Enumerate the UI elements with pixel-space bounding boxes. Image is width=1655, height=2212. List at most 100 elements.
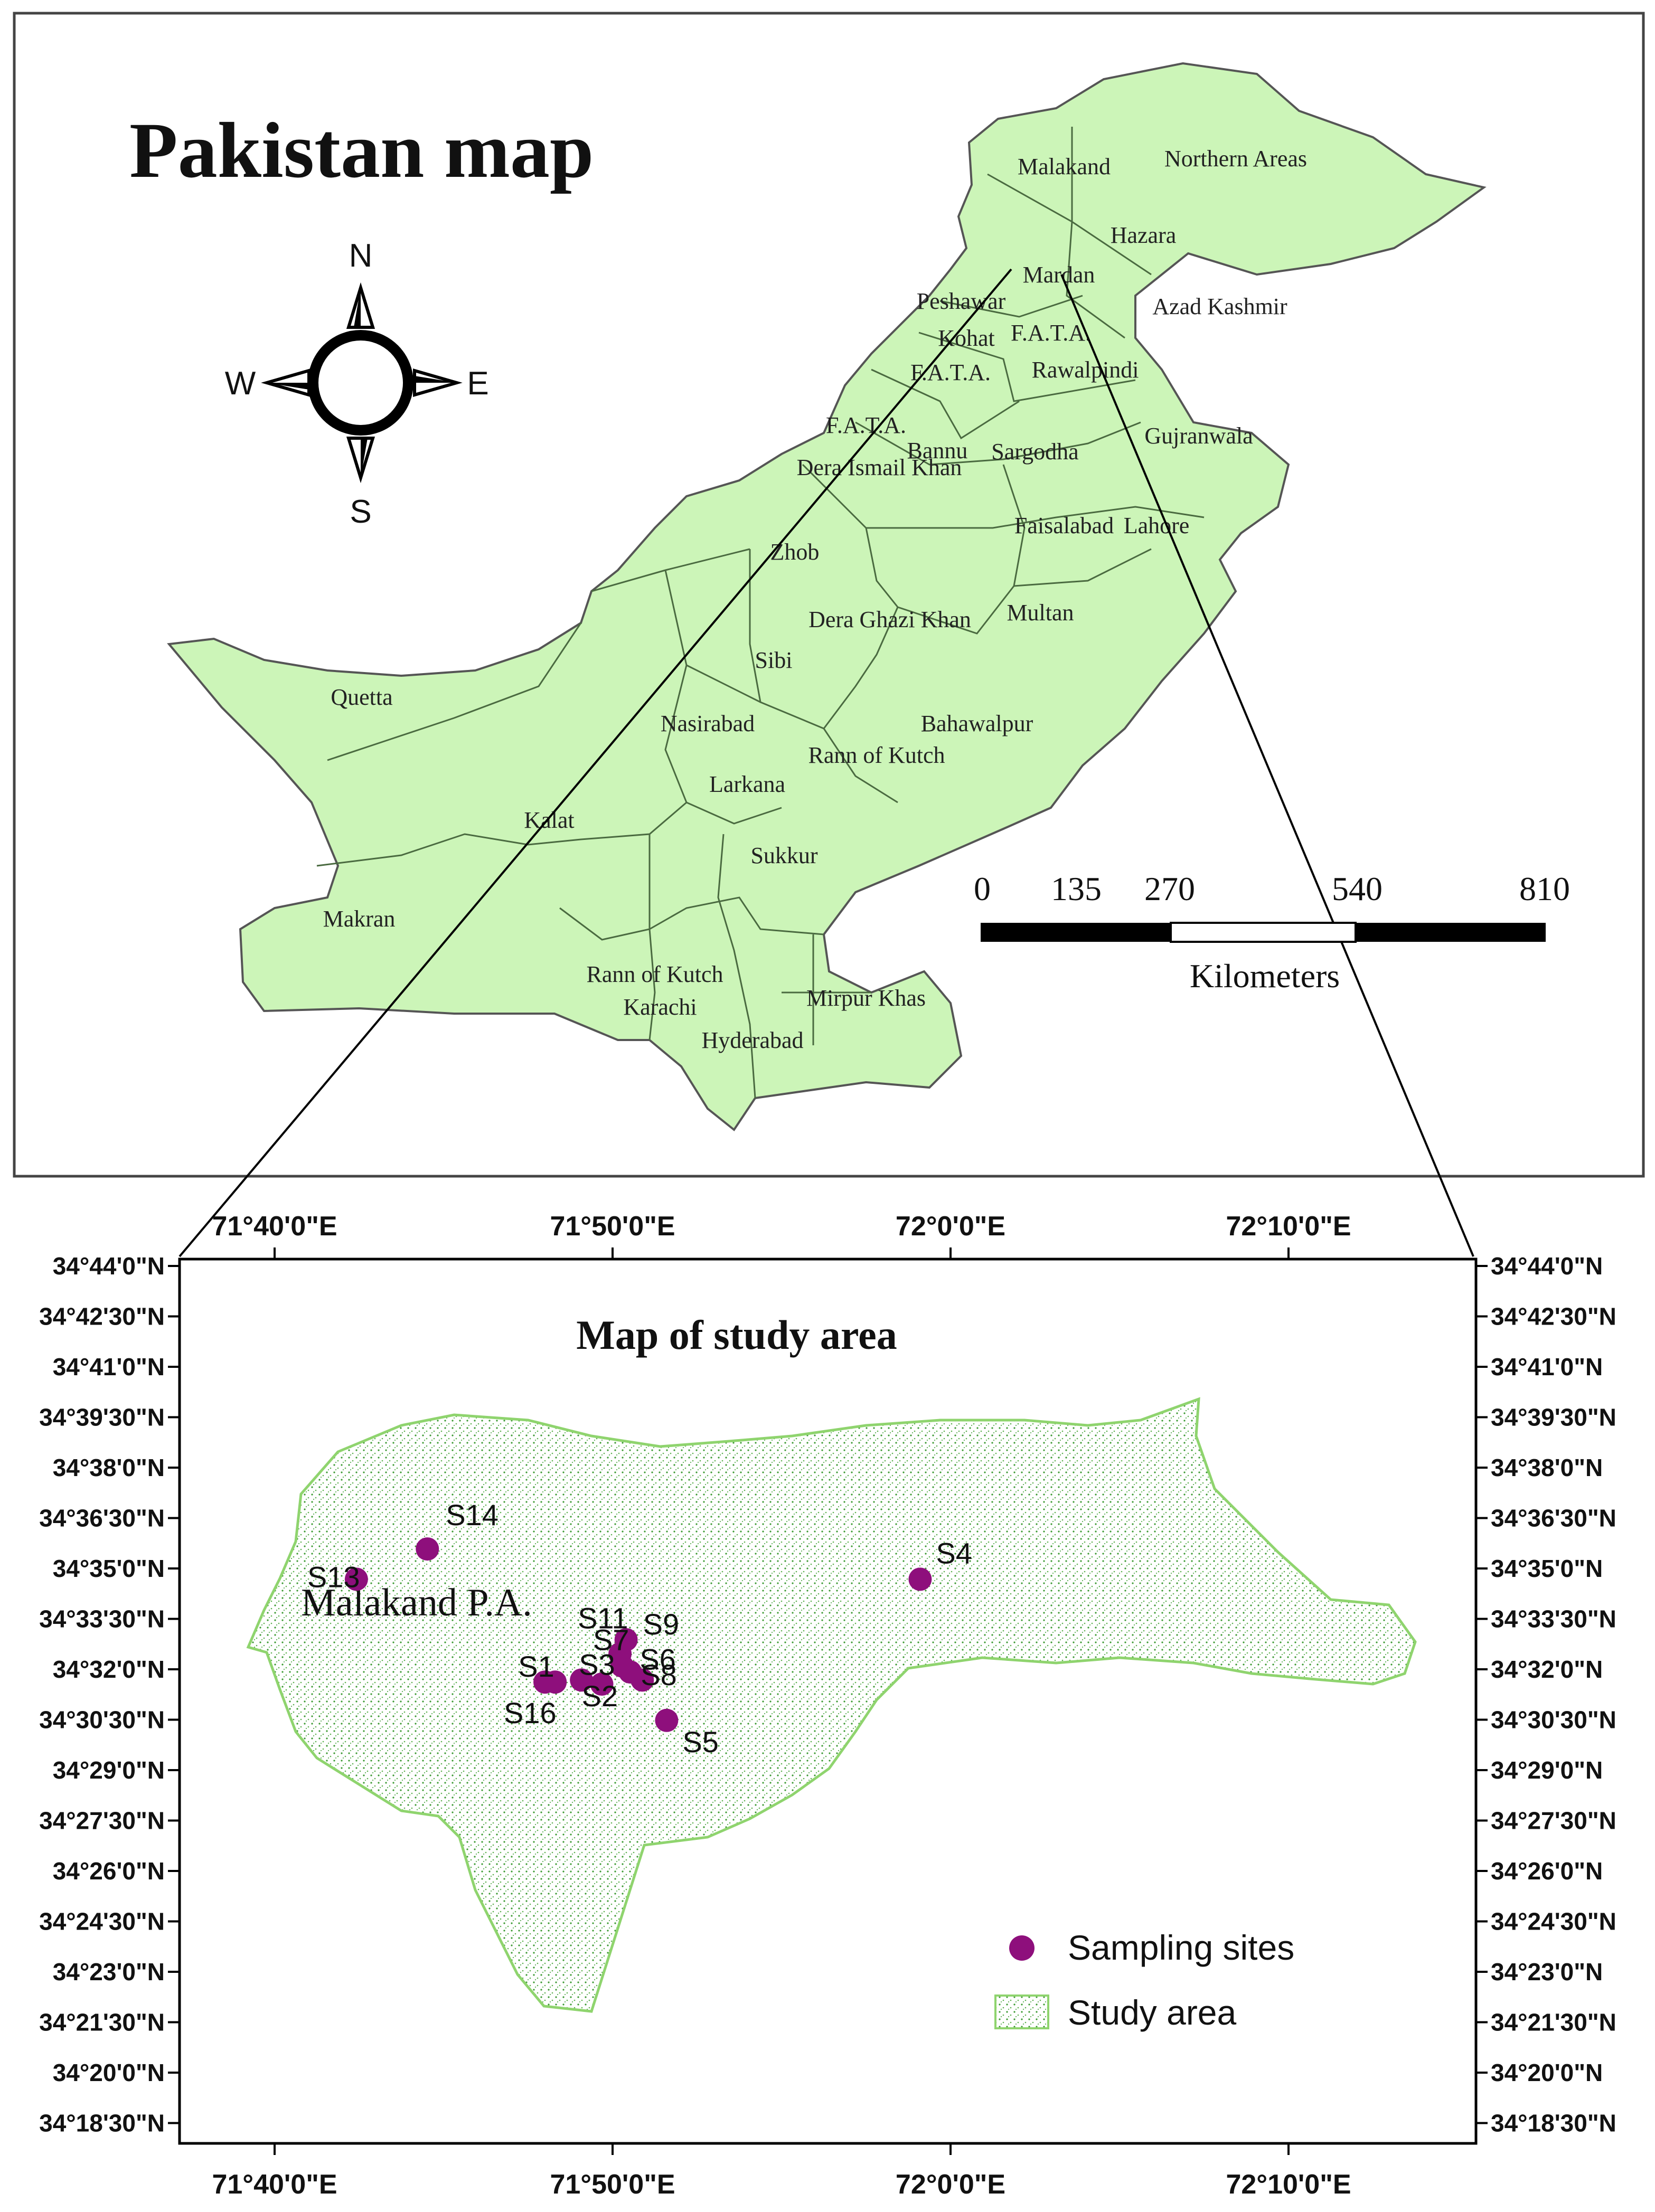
y-tick-label-left: 34°32'0"N [53, 1656, 165, 1683]
region-label: Bahawalpur [921, 711, 1033, 736]
y-tick-label-right: 34°30'30"N [1491, 1706, 1616, 1734]
scale-tick-135: 135 [1051, 870, 1102, 908]
y-tick-label-left: 34°41'0"N [53, 1353, 165, 1381]
axes: 71°40'0"E 71°40'0"E 71°50'0"E 71°50'0"E 72°0… [39, 1211, 1616, 2200]
y-tick-label-right: 34°27'30"N [1491, 1807, 1616, 1835]
y-tick-label-left: 34°36'30"N [39, 1505, 165, 1532]
region-label: Malakand [1018, 154, 1111, 179]
region-label: Rann of Kutch [586, 961, 723, 987]
region-labels: Malakand Northern AreasHazaraMardanPeshaw… [323, 146, 1307, 1053]
pakistan-outline [167, 62, 1487, 1131]
y-tick-label-left: 34°29'0"N [53, 1756, 165, 1784]
site-label: S16 [504, 1696, 557, 1729]
scale-tick-0: 0 [974, 870, 991, 908]
region-label: Quetta [331, 684, 392, 710]
site-marker [631, 1668, 654, 1692]
y-tick-label-left: 34°39'30"N [39, 1404, 165, 1431]
y-tick-label-left: 34°30'30"N [39, 1706, 165, 1734]
y-tick-label-right: 34°23'0"N [1491, 1958, 1603, 1986]
y-tick-label-right: 34°21'30"N [1491, 2009, 1616, 2036]
y-tick-label-left: 34°27'30"N [39, 1807, 165, 1835]
y-tick-label-right: 34°44'0"N [1491, 1252, 1603, 1280]
site-label: S4 [936, 1536, 972, 1570]
study-area-polygon [246, 1397, 1417, 2013]
region-label: Sukkur [750, 843, 817, 868]
region-label: Gujranwala [1144, 423, 1253, 449]
region-label: F.A.T.A. [910, 360, 991, 385]
region-label: Mirpur Khas [806, 985, 926, 1011]
scale-unit: Kilometers [1190, 957, 1340, 995]
x-tick-label-bottom: 71°40'0"E [212, 2169, 337, 2200]
y-tick-label-right: 34°36'30"N [1491, 1505, 1616, 1532]
x-tick-label-bottom: 71°50'0"E [550, 2169, 675, 2200]
region-label: Sargodha [991, 439, 1078, 465]
compass-s: S [350, 494, 371, 530]
site-label: S1 [518, 1650, 554, 1683]
x-tick-label-top: 72°10'0"E [1226, 1211, 1351, 1242]
region-label: Dera Ismail Khan [797, 455, 962, 480]
region-label: Lahore [1124, 513, 1190, 538]
y-tick-label-left: 34°24'30"N [39, 1908, 165, 1935]
compass-n: N [349, 238, 373, 274]
site-label: S14 [446, 1498, 499, 1532]
site-marker [655, 1708, 679, 1732]
scale-bar [981, 922, 1546, 943]
study-map-title: Map of study area [576, 1312, 897, 1358]
y-tick-label-left: 34°18'30"N [39, 2110, 165, 2137]
main-map-title: Pakistan map [129, 107, 594, 194]
y-tick-label-right: 34°29'0"N [1491, 1756, 1603, 1784]
site-label: S6 [640, 1642, 676, 1676]
y-tick-label-left: 34°26'0"N [53, 1857, 165, 1885]
region-label: Rann of Kutch [808, 742, 945, 768]
site-label: S8 [641, 1658, 677, 1691]
site-marker [416, 1537, 439, 1561]
legend [994, 1935, 1049, 2029]
y-tick-label-right: 34°18'30"N [1491, 2110, 1616, 2137]
y-tick-label-right: 34°41'0"N [1491, 1353, 1603, 1381]
region-label: Sibi [755, 647, 793, 673]
site-label: S11 [578, 1602, 628, 1635]
y-tick-label-right: 34°32'0"N [1491, 1656, 1603, 1683]
site-label: S2 [582, 1679, 618, 1713]
region-label: Multan [1007, 600, 1074, 626]
site-marker [608, 1642, 632, 1666]
compass-rose-icon [261, 282, 463, 484]
site-marker [533, 1670, 557, 1694]
region-label: Azad Kashmir [1152, 294, 1287, 319]
region-label: Bannu [907, 438, 968, 464]
region-label: F.A.T.A. [1011, 320, 1091, 346]
site-label: S5 [682, 1725, 719, 1759]
legend-site-marker [1009, 1935, 1035, 1961]
site-label: S9 [643, 1608, 680, 1641]
region-label: Kohat [938, 325, 995, 351]
region-label: Karachi [623, 994, 697, 1020]
region-label: F.A.T.A. [826, 412, 906, 438]
region-label: Faisalabad [1014, 513, 1114, 538]
scale-tick-270: 270 [1144, 870, 1195, 908]
y-tick-label-right: 34°20'0"N [1491, 2059, 1603, 2086]
legend-area-swatch [994, 1994, 1049, 2029]
y-tick-label-right: 34°38'0"N [1491, 1454, 1603, 1481]
site-label: S7 [593, 1623, 629, 1657]
y-tick-label-right: 34°39'30"N [1491, 1404, 1616, 1431]
site-marker [344, 1567, 368, 1591]
site-marker [908, 1567, 932, 1591]
scale-tick-540: 540 [1332, 870, 1383, 908]
x-tick-label-top: 71°50'0"E [550, 1211, 675, 1242]
region-label: Northern Areas [1164, 146, 1307, 172]
scale-tick-810: 810 [1519, 870, 1570, 908]
region-label: Hazara [1111, 222, 1177, 248]
legend-sites-label: Sampling sites [1068, 1928, 1294, 1967]
y-tick-label-right: 34°26'0"N [1491, 1857, 1603, 1885]
zoom-connector-lines [178, 268, 1474, 1258]
x-tick-label-top: 72°0'0"E [896, 1211, 1005, 1242]
x-tick-label-bottom: 72°0'0"E [896, 2169, 1005, 2200]
legend-area-label: Study area [1068, 1993, 1236, 2032]
region-label: Kalat [524, 807, 574, 833]
x-tick-label-bottom: 72°10'0"E [1226, 2169, 1351, 2200]
y-tick-label-right: 34°33'30"N [1491, 1605, 1616, 1633]
site-marker [590, 1672, 614, 1696]
region-label: Larkana [709, 771, 785, 797]
